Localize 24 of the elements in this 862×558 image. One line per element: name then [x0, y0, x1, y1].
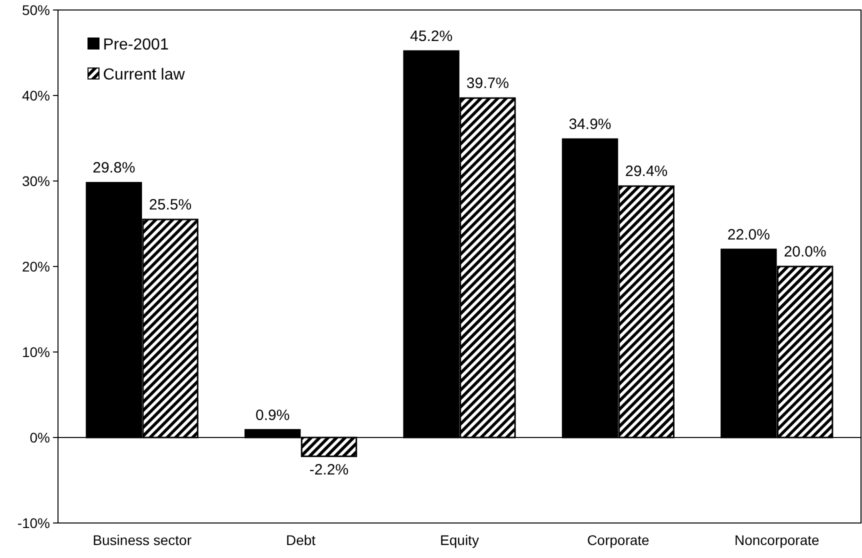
y-tick-label: 50%	[22, 2, 50, 18]
x-tick-label: Debt	[286, 532, 316, 548]
x-tick-label: Business sector	[92, 532, 192, 548]
y-tick-label: 0%	[30, 429, 50, 446]
data-label: 25.5%	[149, 196, 192, 214]
x-tick-label: Corporate	[587, 532, 650, 548]
y-tick-label: 10%	[22, 344, 50, 360]
data-label: 29.4%	[625, 163, 668, 180]
data-label: 39.7%	[466, 75, 509, 92]
y-tick-label: 30%	[22, 172, 50, 189]
data-label: 45.2%	[410, 28, 453, 46]
legend-label: Current law	[103, 66, 186, 84]
legend-label: Pre-2001	[103, 36, 169, 54]
data-label: 29.8%	[92, 160, 136, 177]
data-label: 20.0%	[784, 244, 826, 260]
data-label: 22.0%	[727, 226, 770, 244]
x-tick-label: Equity	[440, 532, 479, 548]
y-tick-label: 20%	[22, 258, 50, 274]
y-tick-label: 40%	[22, 87, 50, 104]
x-tick-label: Noncorporate	[734, 532, 820, 548]
data-label: 34.9%	[568, 116, 612, 134]
data-label: 0.9%	[256, 406, 290, 424]
data-label: -2.2%	[309, 461, 349, 478]
y-tick-label: -10%	[17, 514, 50, 531]
